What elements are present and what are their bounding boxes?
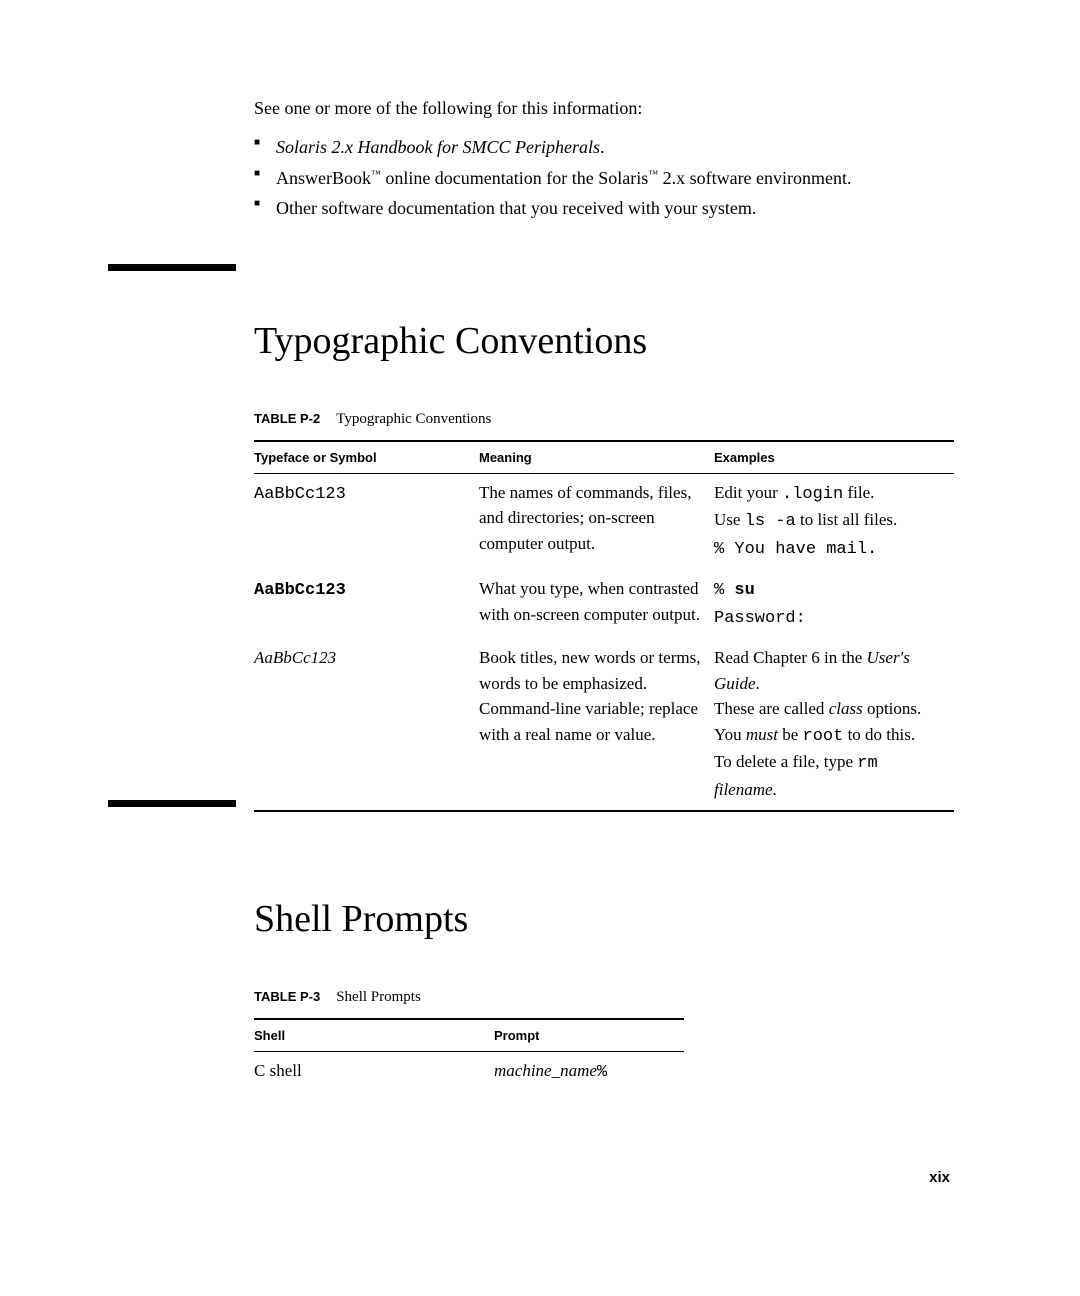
table-label: TABLE P-3 xyxy=(254,989,320,1004)
table-header-row: Typeface or Symbol Meaning Examples xyxy=(254,441,954,474)
italic-text: class xyxy=(829,699,863,718)
section-rule-2 xyxy=(108,800,236,807)
page-content: See one or more of the following for thi… xyxy=(254,95,954,1094)
table-header: Typeface or Symbol xyxy=(254,441,479,474)
table2-caption: TABLE P-3 Shell Prompts xyxy=(254,989,954,1006)
table-cell: AaBbCc123 xyxy=(254,473,479,570)
trademark-symbol: ™ xyxy=(648,169,658,180)
italic-text: filename xyxy=(714,780,773,799)
table-label: TABLE P-2 xyxy=(254,411,320,426)
book-title: Solaris 2.x Handbook for SMCC Peripheral… xyxy=(276,137,600,157)
section-rule-1 xyxy=(108,264,236,271)
code-text: .login xyxy=(782,485,843,504)
shell-prompts-table: Shell Prompt C shell machine_name% xyxy=(254,1018,684,1094)
table1-caption: TABLE P-2 Typographic Conventions xyxy=(254,411,954,428)
table-cell: Read Chapter 6 in the User's Guide. Thes… xyxy=(714,639,954,811)
text-fragment: To delete a file, type xyxy=(714,752,857,771)
text-fragment: These are called xyxy=(714,699,829,718)
code-text: Password: xyxy=(714,609,806,628)
table-cell: AaBbCc123 xyxy=(254,570,479,639)
table-cell: Edit your .login file. Use ls -a to list… xyxy=(714,473,954,570)
text-fragment: Use xyxy=(714,510,745,529)
table-row: AaBbCc123 The names of commands, files, … xyxy=(254,473,954,570)
table-header: Examples xyxy=(714,441,954,474)
page-number: xix xyxy=(929,1169,950,1186)
text-fragment: 2.x software environment. xyxy=(658,168,851,188)
table-cell: What you type, when contrasted with on-s… xyxy=(479,570,714,639)
table-cell: C shell xyxy=(254,1052,494,1094)
table-header: Shell xyxy=(254,1019,494,1052)
code-text: % xyxy=(597,1063,607,1082)
code-text: ls -a xyxy=(745,512,796,531)
table-cell: Book titles, new words or terms, words t… xyxy=(479,639,714,811)
typeface-sample-bold-mono: AaBbCc123 xyxy=(254,581,346,600)
section-heading-typographic: Typographic Conventions xyxy=(254,319,954,363)
code-text: % xyxy=(714,581,734,600)
text-fragment: . xyxy=(756,674,760,693)
typographic-conventions-table: Typeface or Symbol Meaning Examples AaBb… xyxy=(254,440,954,813)
text-fragment: You xyxy=(714,725,746,744)
bullet-item-1: Solaris 2.x Handbook for SMCC Peripheral… xyxy=(254,132,954,163)
table-row: C shell machine_name% xyxy=(254,1052,684,1094)
table-caption-text: Shell Prompts xyxy=(336,989,421,1005)
info-bullet-list: Solaris 2.x Handbook for SMCC Peripheral… xyxy=(254,132,954,224)
text-fragment: to do this. xyxy=(843,725,915,744)
table-header-row: Shell Prompt xyxy=(254,1019,684,1052)
typeface-sample-italic: AaBbCc123 xyxy=(254,648,336,667)
table-header: Meaning xyxy=(479,441,714,474)
text-fragment: AnswerBook xyxy=(276,168,371,188)
text-fragment: options. xyxy=(863,699,922,718)
section-heading-shell-prompts: Shell Prompts xyxy=(254,897,954,941)
italic-text: must xyxy=(746,725,778,744)
text-fragment: Edit your xyxy=(714,483,782,502)
table-cell: machine_name% xyxy=(494,1052,684,1094)
table-caption-text: Typographic Conventions xyxy=(336,411,491,427)
text-fragment: to list all files. xyxy=(796,510,898,529)
code-text-bold: su xyxy=(734,581,754,600)
text-fragment: online documentation for the Solaris xyxy=(381,168,648,188)
bullet-item-3: Other software documentation that you re… xyxy=(254,193,954,224)
text-fragment: . xyxy=(773,780,777,799)
bullet-item-2: AnswerBook™ online documentation for the… xyxy=(254,163,954,194)
code-text: rm xyxy=(857,754,877,773)
table-cell: % su Password: xyxy=(714,570,954,639)
intro-paragraph: See one or more of the following for thi… xyxy=(254,95,954,122)
code-text: root xyxy=(803,727,844,746)
text-fragment: file. xyxy=(843,483,874,502)
table-cell: The names of commands, files, and direct… xyxy=(479,473,714,570)
table-cell: AaBbCc123 xyxy=(254,639,479,811)
code-text: % You have mail. xyxy=(714,540,877,559)
italic-text: machine_name xyxy=(494,1061,597,1080)
typeface-sample-mono: AaBbCc123 xyxy=(254,485,346,504)
trademark-symbol: ™ xyxy=(371,169,381,180)
text-fragment: be xyxy=(778,725,803,744)
table-row: AaBbCc123 What you type, when contrasted… xyxy=(254,570,954,639)
text-fragment: Read Chapter 6 in the xyxy=(714,648,867,667)
table-header: Prompt xyxy=(494,1019,684,1052)
table-row: AaBbCc123 Book titles, new words or term… xyxy=(254,639,954,811)
